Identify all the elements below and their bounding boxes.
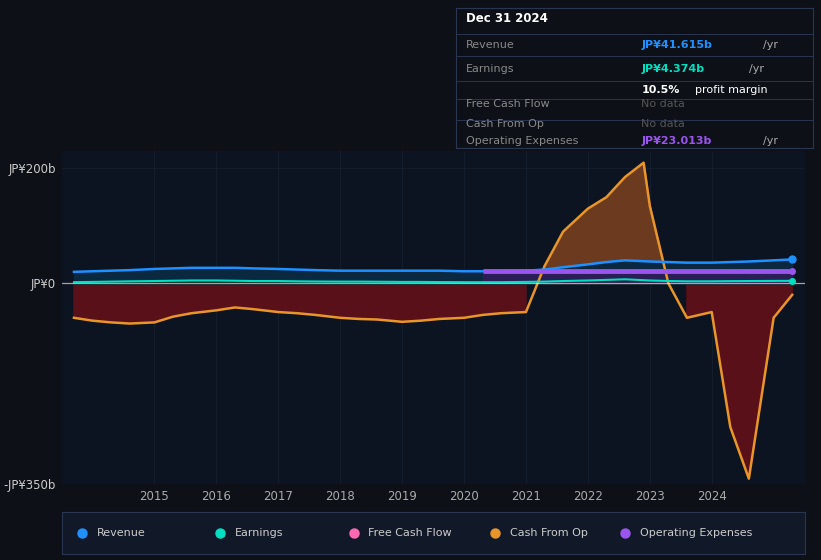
Text: Earnings: Earnings [466,64,515,73]
Text: No data: No data [641,99,686,109]
Text: Revenue: Revenue [97,529,146,538]
Text: No data: No data [641,119,686,129]
Text: Operating Expenses: Operating Expenses [466,137,579,146]
Text: JP¥4.374b: JP¥4.374b [641,64,704,73]
Text: profit margin: profit margin [695,85,768,95]
Text: /yr: /yr [763,40,777,50]
Text: JP¥41.615b: JP¥41.615b [641,40,713,50]
Text: Earnings: Earnings [235,529,283,538]
Text: Free Cash Flow: Free Cash Flow [369,529,452,538]
Text: Revenue: Revenue [466,40,515,50]
Text: 10.5%: 10.5% [641,85,680,95]
Text: Cash From Op: Cash From Op [466,119,544,129]
Text: Operating Expenses: Operating Expenses [640,529,752,538]
Text: /yr: /yr [749,64,764,73]
Text: Cash From Op: Cash From Op [510,529,588,538]
Text: Dec 31 2024: Dec 31 2024 [466,12,548,25]
Text: /yr: /yr [763,137,777,146]
Text: Free Cash Flow: Free Cash Flow [466,99,550,109]
Text: JP¥23.013b: JP¥23.013b [641,137,712,146]
